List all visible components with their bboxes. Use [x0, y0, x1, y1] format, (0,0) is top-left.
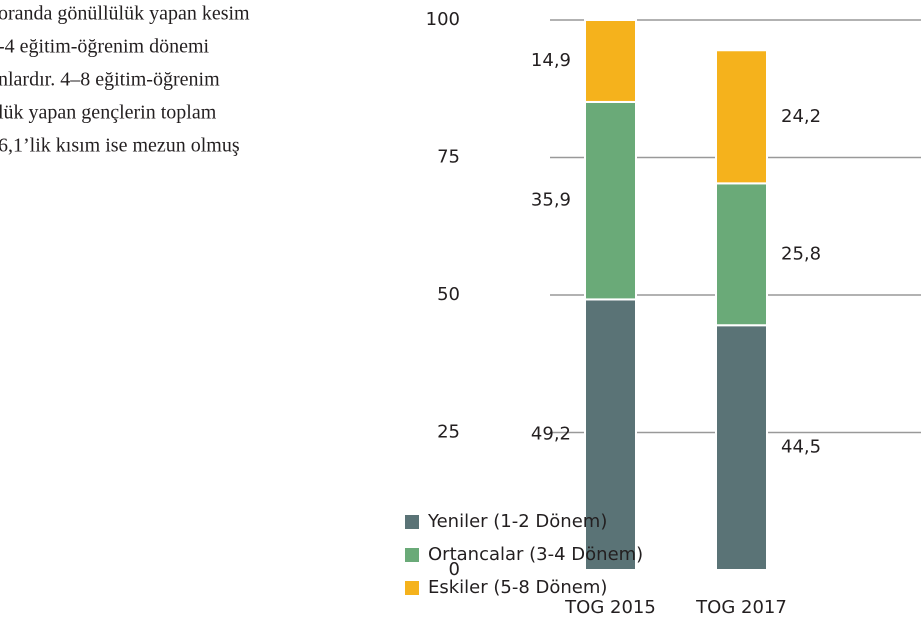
- legend-label: Yeniler (1-2 Dönem): [427, 511, 607, 532]
- legend-label: Ortancalar (3-4 Dönem): [428, 544, 643, 565]
- bar-segment: [715, 324, 768, 571]
- paragraph-line: lük yapan gençlerin toplam: [0, 102, 217, 124]
- paragraph-line: -4 eğitim-öğrenim dönemi: [0, 36, 210, 58]
- y-tick-label: 75: [437, 147, 460, 168]
- x-tick-label: TOG 2017: [695, 597, 787, 618]
- y-tick-label: 25: [437, 422, 460, 443]
- bar-segment: [584, 19, 637, 103]
- paragraph-line: nlardır. 4–8 eğitim-öğrenim: [0, 69, 220, 91]
- y-tick-label: 0: [449, 559, 460, 580]
- legend-swatch: [405, 548, 419, 562]
- y-tick-label: 100: [426, 9, 460, 30]
- y-tick-label: 50: [437, 284, 460, 305]
- legend-swatch: [405, 515, 419, 529]
- value-label: 49,2: [531, 424, 571, 445]
- value-label: 14,9: [531, 50, 571, 71]
- value-label: 44,5: [781, 437, 821, 458]
- bar-segment: [584, 298, 637, 571]
- legend-label: Eskiler (5-8 Dönem): [428, 577, 607, 598]
- paragraph-line: 6,1’lik kısım ise mezun olmuş: [0, 135, 240, 157]
- value-label: 35,9: [531, 190, 571, 211]
- value-label: 25,8: [781, 243, 821, 264]
- bar-segment: [715, 182, 768, 327]
- value-label: 24,2: [781, 106, 821, 127]
- legend-swatch: [405, 581, 419, 595]
- paragraph-line: oranda gönüllülük yapan kesim: [0, 3, 250, 25]
- bar-segment: [715, 49, 768, 185]
- x-tick-label: TOG 2015: [564, 597, 656, 618]
- bar-segment: [584, 100, 637, 301]
